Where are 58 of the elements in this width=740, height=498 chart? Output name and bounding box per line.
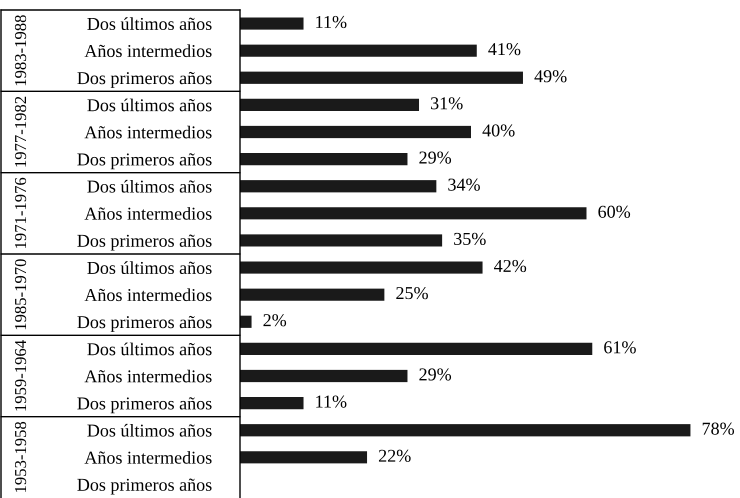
bar <box>240 397 304 410</box>
bar <box>240 342 592 355</box>
bar <box>240 451 368 464</box>
text: 1985-1970 <box>14 259 26 330</box>
data-label: 25% <box>396 287 428 300</box>
data-label: 11% <box>316 16 346 28</box>
y-tick-label: Años intermedios <box>84 44 212 58</box>
bar <box>240 98 420 111</box>
bar <box>240 424 690 436</box>
y-tick-label: Años intermedios <box>84 207 212 220</box>
y-tick-label: Años intermedios <box>84 370 212 382</box>
y-tick-label: Dos primeros años <box>77 397 212 414</box>
text: 1977-1982 <box>14 96 26 167</box>
bar <box>240 288 384 301</box>
bar <box>240 180 436 192</box>
y-tick-label: Dos primeros años <box>77 153 212 170</box>
data-label: 41% <box>488 43 520 56</box>
data-label: 49% <box>534 70 567 82</box>
bar <box>240 17 304 30</box>
text: 1959-1964 <box>14 340 26 411</box>
bar <box>240 44 477 57</box>
text: 1983-1988 <box>14 15 26 86</box>
bar <box>240 126 471 138</box>
bar <box>240 370 408 382</box>
data-label: 31% <box>431 97 463 110</box>
data-label: 22% <box>378 450 411 462</box>
bar <box>240 261 483 274</box>
data-label: 35% <box>454 232 486 246</box>
data-label: 78% <box>702 422 734 435</box>
y-tick-label: Dos últimos años <box>87 342 212 356</box>
bar <box>240 72 523 84</box>
y-tick-label: Dos primeros años <box>77 316 212 332</box>
y-tick-label: Dos últimos años <box>87 17 212 30</box>
bar <box>240 207 586 220</box>
y-tick-label: Años intermedios <box>84 451 212 464</box>
data-label: 11% <box>316 395 346 408</box>
y-tick-label: Dos primeros años <box>77 234 212 251</box>
y-tick-label: Dos últimos años <box>87 424 212 437</box>
bar <box>240 234 442 247</box>
text: 1971-1976 <box>14 178 26 248</box>
text: 1953-1958 <box>14 422 26 492</box>
data-label: 60% <box>598 206 630 218</box>
data-label: 29% <box>419 151 452 164</box>
y-tick-label: Dos primeros años <box>77 72 212 88</box>
y-tick-label: Dos últimos años <box>87 98 212 112</box>
y-tick-label: Dos últimos años <box>87 261 212 274</box>
bar <box>240 153 408 166</box>
data-label: 29% <box>419 368 452 381</box>
data-label: 42% <box>494 260 526 272</box>
y-tick-label: Dos primeros años <box>77 478 212 495</box>
y-tick-label: Años intermedios <box>84 288 212 302</box>
data-label: 2% <box>263 314 286 326</box>
data-label: 40% <box>482 124 515 137</box>
data-label: 61% <box>604 341 636 354</box>
y-tick-label: Años intermedios <box>84 126 212 138</box>
data-label: 34% <box>448 178 480 191</box>
bar <box>240 316 252 328</box>
y-tick-label: Dos últimos años <box>87 180 212 193</box>
